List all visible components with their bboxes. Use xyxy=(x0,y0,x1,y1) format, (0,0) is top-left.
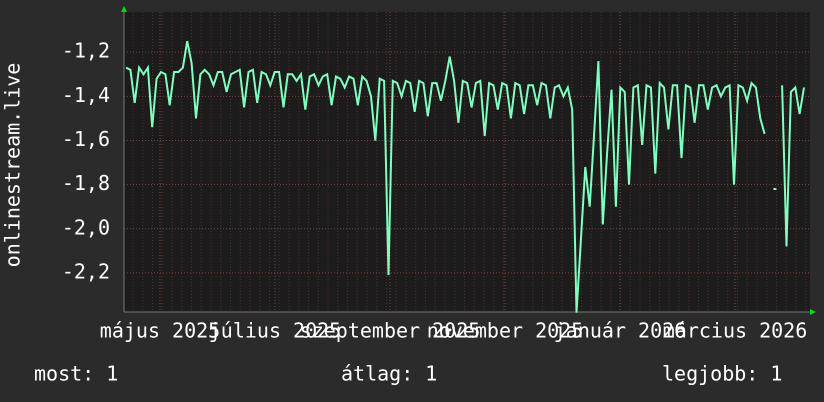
x-tick-label: november 2025 xyxy=(427,319,584,343)
y-tick-label: -1,6 xyxy=(62,127,110,151)
y-axis-label: onlinestream.live xyxy=(1,63,25,268)
x-tick-label: január 2026 xyxy=(554,319,686,343)
y-tick-label: -1,2 xyxy=(62,39,110,63)
footer-current: most: 1 xyxy=(34,362,118,386)
x-tick-label: május 2025 xyxy=(100,319,220,343)
footer-best: legjobb: 1 xyxy=(662,362,782,386)
x-arrow xyxy=(810,309,816,315)
plot-area xyxy=(124,12,810,312)
data-line xyxy=(125,40,805,313)
x-tick-label: március 2026 xyxy=(663,319,808,343)
x-tick-label: szeptember 2025 xyxy=(300,319,481,343)
y-tick-label: -2,2 xyxy=(62,259,110,283)
y-arrow xyxy=(121,6,127,12)
y-tick-label: -1,8 xyxy=(62,171,110,195)
x-tick-label: július 2025 xyxy=(209,319,341,343)
y-tick-label: -1,4 xyxy=(62,83,110,107)
footer-average: átlag: 1 xyxy=(341,362,437,386)
y-tick-label: -2,0 xyxy=(62,215,110,239)
